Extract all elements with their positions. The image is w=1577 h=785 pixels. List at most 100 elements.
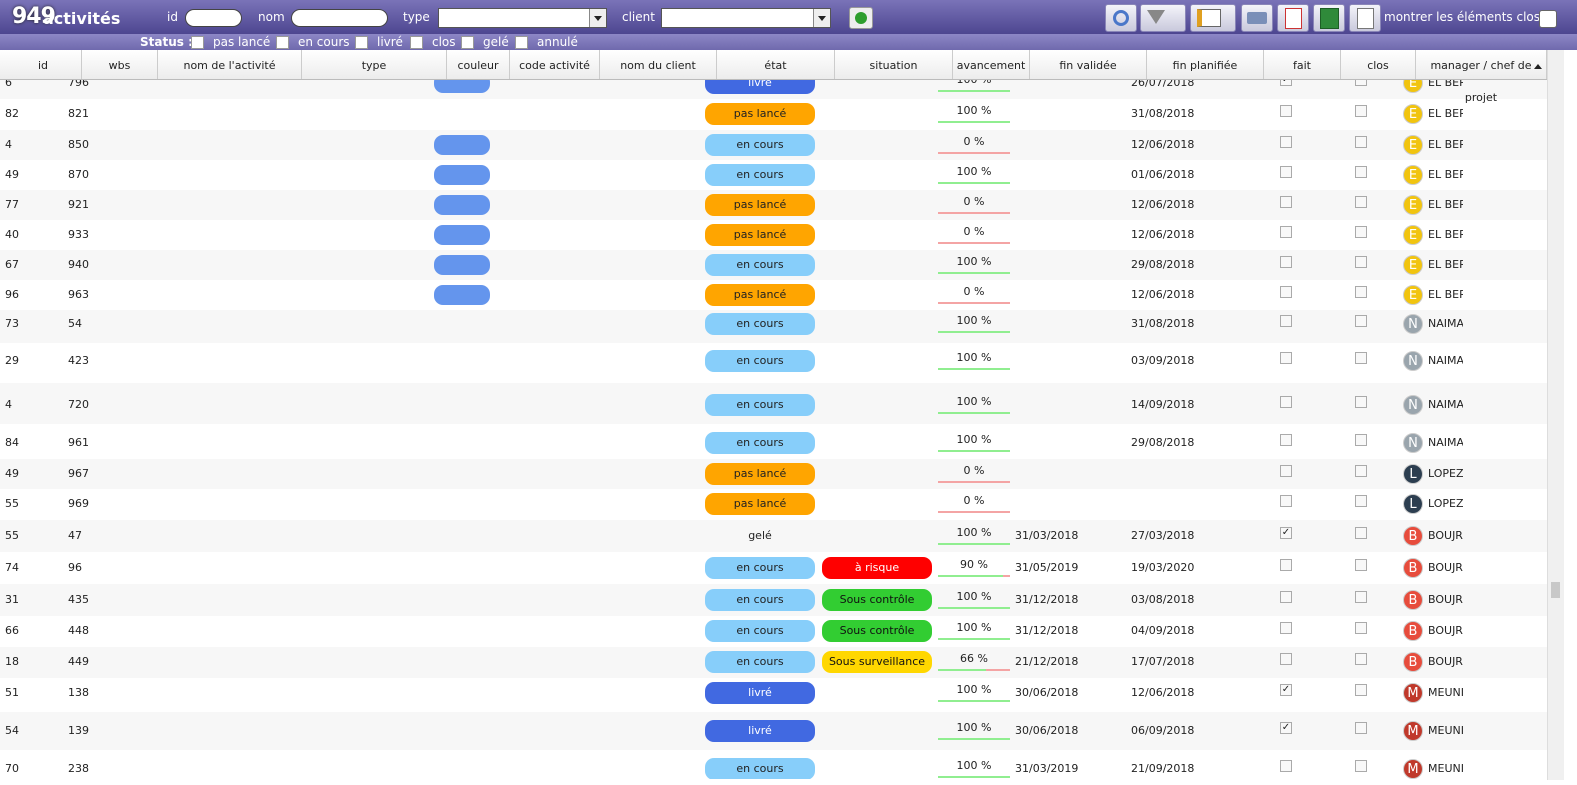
closed-checkbox[interactable] <box>1355 256 1367 268</box>
table-row[interactable]: 54 139 livré 100 % 30/06/2018 06/09/2018 ✓ M MEU… <box>0 712 1547 750</box>
column-header[interactable]: nom du client <box>600 50 717 79</box>
done-checkbox[interactable]: ✓ <box>1280 527 1292 539</box>
table-row[interactable]: 49 967 pas lancé 0 % L LOPEZ <box>0 458 1547 489</box>
pdf-button[interactable] <box>1277 4 1309 32</box>
done-checkbox[interactable] <box>1280 166 1292 178</box>
column-header[interactable]: type <box>302 50 447 79</box>
id-input[interactable] <box>185 9 242 27</box>
done-checkbox[interactable] <box>1280 352 1292 364</box>
status-checkbox[interactable] <box>355 36 368 49</box>
column-header[interactable]: couleur <box>447 50 510 79</box>
table-row[interactable]: 73 54 en cours 100 % 31/08/2018 N NAIMA <box>0 309 1547 343</box>
table-row[interactable]: 6 796 livré 100 % 26/07/2018 ✓ E EL BER <box>0 79 1547 99</box>
scrollbar[interactable] <box>1547 50 1564 780</box>
done-checkbox[interactable] <box>1280 495 1292 507</box>
table-row[interactable]: 55 47 gelé 100 % 31/03/2018 27/03/2018 ✓ B BOUJR <box>0 520 1547 552</box>
closed-checkbox[interactable] <box>1355 226 1367 238</box>
closed-checkbox[interactable] <box>1355 434 1367 446</box>
done-checkbox[interactable] <box>1280 396 1292 408</box>
closed-checkbox[interactable] <box>1355 527 1367 539</box>
column-header[interactable]: situation <box>835 50 953 79</box>
column-header[interactable]: id <box>5 50 82 79</box>
table-row[interactable]: 55 969 pas lancé 0 % L LOPEZ <box>0 489 1547 520</box>
column-header[interactable]: fait <box>1264 50 1341 79</box>
table-row[interactable]: 82 821 pas lancé 100 % 31/08/2018 E EL BER <box>0 98 1547 130</box>
column-header[interactable]: fin planifiée <box>1147 50 1264 79</box>
closed-checkbox[interactable] <box>1355 465 1367 477</box>
done-checkbox[interactable] <box>1280 465 1292 477</box>
table-row[interactable]: 67 940 en cours 100 % 29/08/2018 E EL BER <box>0 250 1547 280</box>
column-header[interactable]: manager / chef de projet <box>1416 50 1547 104</box>
closed-checkbox[interactable] <box>1355 352 1367 364</box>
closed-checkbox[interactable] <box>1355 166 1367 178</box>
table-row[interactable]: 49 870 en cours 100 % 01/06/2018 E EL BER <box>0 160 1547 190</box>
ok-button[interactable] <box>849 7 873 29</box>
done-checkbox[interactable]: ✓ <box>1280 79 1292 86</box>
column-header[interactable]: avancement <box>953 50 1030 79</box>
closed-checkbox[interactable] <box>1355 286 1367 298</box>
type-select[interactable] <box>438 8 607 28</box>
columns-button[interactable] <box>1190 4 1236 32</box>
closed-checkbox[interactable] <box>1355 622 1367 634</box>
status-checkbox[interactable] <box>191 36 204 49</box>
status-checkbox[interactable] <box>410 36 423 49</box>
done-checkbox[interactable] <box>1280 286 1292 298</box>
closed-checkbox[interactable] <box>1355 79 1367 86</box>
done-checkbox[interactable] <box>1280 315 1292 327</box>
done-checkbox[interactable] <box>1280 622 1292 634</box>
status-checkbox[interactable] <box>461 36 474 49</box>
closed-checkbox[interactable] <box>1355 105 1367 117</box>
search-button[interactable] <box>1105 4 1137 32</box>
column-header[interactable]: état <box>717 50 835 79</box>
closed-checkbox[interactable] <box>1355 315 1367 327</box>
table-row[interactable]: 74 96 en cours à risque 90 % 31/05/2019 19/03/… <box>0 552 1547 584</box>
done-checkbox[interactable] <box>1280 105 1292 117</box>
done-checkbox[interactable] <box>1280 136 1292 148</box>
column-header[interactable]: fin validée <box>1030 50 1147 79</box>
done-checkbox[interactable] <box>1280 196 1292 208</box>
closed-checkbox[interactable] <box>1355 396 1367 408</box>
table-row[interactable]: 4 720 en cours 100 % 14/09/2018 N NAIMA <box>0 383 1547 424</box>
done-checkbox[interactable]: ✓ <box>1280 684 1292 696</box>
table-row[interactable]: 31 435 en cours Sous contrôle 100 % 31/12/201… <box>0 584 1547 616</box>
done-checkbox[interactable] <box>1280 226 1292 238</box>
table-row[interactable]: 29 423 en cours 100 % 03/09/2018 N NAIMA <box>0 342 1547 383</box>
done-checkbox[interactable] <box>1280 434 1292 446</box>
done-checkbox[interactable] <box>1280 256 1292 268</box>
done-checkbox[interactable] <box>1280 760 1292 772</box>
table-row[interactable]: 40 933 pas lancé 0 % 12/06/2018 E EL BER <box>0 220 1547 250</box>
new-button[interactable] <box>1349 4 1381 32</box>
closed-checkbox[interactable] <box>1355 136 1367 148</box>
column-header[interactable]: nom de l'activité <box>158 50 302 79</box>
column-header[interactable]: code activité <box>510 50 600 79</box>
filter-button[interactable] <box>1140 4 1186 32</box>
closed-checkbox[interactable] <box>1355 591 1367 603</box>
column-header[interactable]: wbs <box>82 50 158 79</box>
table-row[interactable]: 4 850 en cours 0 % 12/06/2018 E EL BER <box>0 129 1547 160</box>
status-checkbox[interactable] <box>515 36 528 49</box>
closed-checkbox[interactable] <box>1355 684 1367 696</box>
table-row[interactable]: 77 921 pas lancé 0 % 12/06/2018 E EL BER <box>0 190 1547 220</box>
table-row[interactable]: 66 448 en cours Sous contrôle 100 % 31/12/201… <box>0 615 1547 647</box>
table-row[interactable]: 51 138 livré 100 % 30/06/2018 12/06/2018 ✓ M MEU… <box>0 677 1547 712</box>
excel-button[interactable] <box>1313 4 1345 32</box>
closed-checkbox[interactable] <box>1355 196 1367 208</box>
column-header[interactable]: clos <box>1341 50 1416 79</box>
closed-checkbox[interactable] <box>1355 760 1367 772</box>
done-checkbox[interactable] <box>1280 591 1292 603</box>
closed-checkbox[interactable] <box>1355 722 1367 734</box>
table-row[interactable]: 96 963 pas lancé 0 % 12/06/2018 E EL BER <box>0 280 1547 310</box>
done-checkbox[interactable] <box>1280 653 1292 665</box>
show-closed-checkbox[interactable] <box>1539 10 1557 28</box>
status-checkbox[interactable] <box>276 36 289 49</box>
closed-checkbox[interactable] <box>1355 559 1367 571</box>
name-input[interactable] <box>291 9 388 27</box>
closed-checkbox[interactable] <box>1355 495 1367 507</box>
table-row[interactable]: 84 961 en cours 100 % 29/08/2018 N NAIMA <box>0 424 1547 459</box>
table-row[interactable]: 70 238 en cours 100 % 31/03/2019 21/09/2018 M M… <box>0 750 1547 779</box>
client-select[interactable] <box>661 8 831 28</box>
done-checkbox[interactable]: ✓ <box>1280 722 1292 734</box>
done-checkbox[interactable] <box>1280 559 1292 571</box>
print-button[interactable] <box>1241 4 1273 32</box>
table-row[interactable]: 18 449 en cours Sous surveillance 66 % 21/12/… <box>0 646 1547 678</box>
